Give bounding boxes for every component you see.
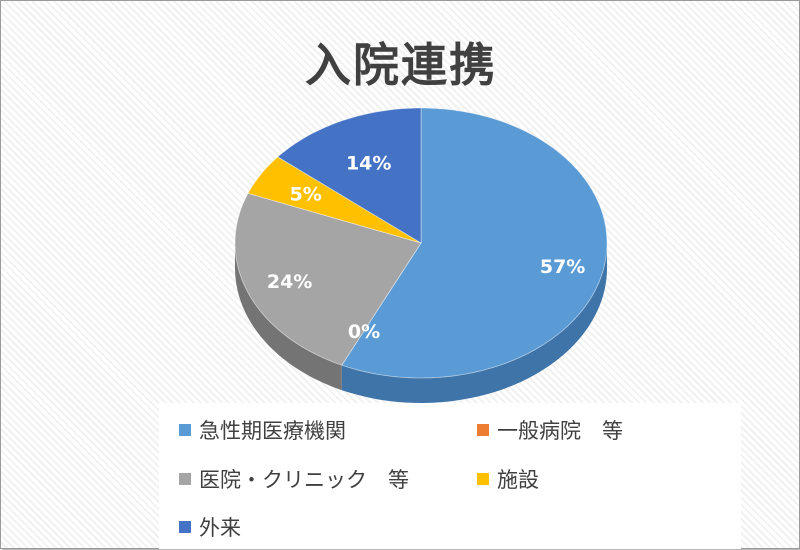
legend-item-general-hospital: 一般病院 等 <box>477 415 623 445</box>
data-label-0: 57% <box>540 256 585 278</box>
pie-slice-0 <box>341 107 608 379</box>
legend-item-acute: 急性期医療機関 <box>179 415 346 445</box>
legend-swatch <box>477 473 489 485</box>
data-label-2: 24% <box>267 271 312 293</box>
legend-label: 施設 <box>497 468 539 492</box>
legend-item-facility: 施設 <box>477 464 539 494</box>
legend-label: 一般病院 等 <box>497 419 623 443</box>
pie-side-2 <box>235 243 342 391</box>
legend-label: 急性期医療機関 <box>199 419 346 443</box>
legend-item-clinic: 医院・クリニック 等 <box>179 464 409 494</box>
legend: 急性期医療機関 一般病院 等 医院・クリニック 等 施設 外来 <box>159 403 741 549</box>
pie-slice-2 <box>234 192 422 366</box>
legend-swatch <box>179 473 191 485</box>
legend-label: 医院・クリニック 等 <box>199 468 409 492</box>
data-label-3: 5% <box>290 184 322 206</box>
pie-slice-3 <box>247 156 422 244</box>
pie-slice-4 <box>277 107 422 244</box>
pie-side-0 <box>341 243 607 403</box>
legend-item-outpatient: 外来 <box>179 512 241 542</box>
data-label-4: 14% <box>346 152 391 174</box>
pie-sides <box>235 243 607 403</box>
data-label-1: 0% <box>348 321 380 343</box>
legend-label: 外来 <box>199 516 241 540</box>
legend-swatch <box>477 424 489 436</box>
legend-swatch <box>179 521 191 533</box>
legend-swatch <box>179 424 191 436</box>
chart-title: 入院連携 <box>305 38 497 92</box>
